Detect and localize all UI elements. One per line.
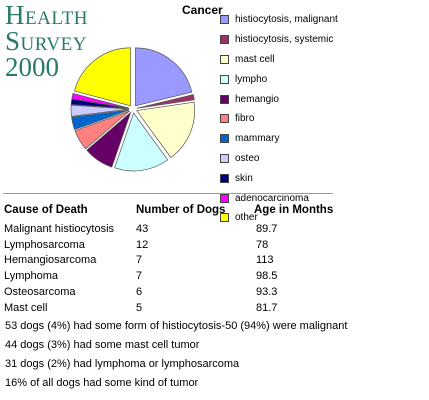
pie-slice-fibro [74, 110, 130, 150]
cell-cause: Lymphoma [4, 270, 59, 283]
chart-title: Cancer [182, 3, 223, 17]
cell-cause: Malignant histiocytosis [4, 222, 115, 235]
legend-swatch [220, 114, 229, 124]
legend-item: mammary [220, 129, 425, 149]
table-row: Osteosarcoma 6 93.3 [4, 284, 346, 300]
table-row: Lymphosarcoma 12 78 [4, 237, 346, 253]
pie-slice-hemangio [86, 111, 132, 168]
title-line-2: 2000 [5, 52, 59, 82]
cell-age: 113 [256, 254, 274, 267]
note-line: 31 dogs (2%) had lymphoma or lymphosarco… [5, 358, 240, 370]
legend-label: histiocytosis, systemic [235, 34, 334, 46]
legend-label: fibro [235, 113, 255, 125]
legend-label: hemangio [235, 93, 279, 105]
cell-number: 6 [136, 286, 143, 299]
note-line: 16% of all dogs had some kind of tumor [5, 377, 199, 389]
legend-swatch [220, 35, 229, 45]
table-row: Hemangiosarcoma 7 113 [4, 253, 346, 269]
legend-label: adenocarcinoma [235, 192, 309, 204]
legend-label: mast cell [235, 53, 275, 65]
legend-item: other [220, 208, 425, 228]
cell-number: 43 [136, 222, 149, 235]
pie-slice-osteo [70, 104, 130, 117]
legend-label: osteo [235, 152, 260, 164]
cell-cause: Lymphosarcoma [4, 238, 85, 251]
legend-item: mast cell [220, 50, 425, 70]
pie-slice-mast-cell [136, 101, 195, 158]
chart-legend: histiocytosis, malignant histiocytosis, s… [220, 10, 425, 228]
page-title: Health Survey 2000 [5, 0, 175, 82]
cell-age: 89.7 [256, 222, 278, 235]
legend-item: skin [220, 168, 425, 188]
legend-swatch [220, 134, 229, 144]
legend-swatch [220, 153, 229, 163]
cell-cause: Mast cell [4, 301, 48, 314]
legend-label: lympho [235, 73, 268, 85]
cell-age: 78 [256, 238, 269, 251]
cause-of-death-table: Cause of Death Number of Dogs Age in Mon… [4, 199, 346, 316]
cell-age: 98.5 [256, 270, 278, 283]
cell-number: 5 [136, 301, 143, 314]
title-line-1: Health Survey [5, 0, 89, 56]
legend-label: mammary [235, 133, 280, 145]
table-row: Lymphoma 7 98.5 [4, 268, 346, 284]
cell-number: 12 [136, 238, 149, 251]
header-number: Number of Dogs [136, 204, 226, 216]
note-line: 53 dogs (4%) had some form of histiocyto… [5, 320, 348, 332]
legend-item: osteo [220, 149, 425, 169]
divider [3, 193, 333, 194]
table-row: Malignant histiocytosis 43 89.7 [4, 221, 346, 237]
legend-item: histiocytosis, malignant [220, 10, 425, 30]
cell-cause: Hemangiosarcoma [4, 254, 97, 267]
legend-swatch [220, 193, 229, 203]
legend-swatch [220, 173, 229, 183]
table-row: Mast cell 5 81.7 [4, 300, 346, 316]
cell-number: 7 [136, 270, 143, 283]
legend-swatch [220, 213, 229, 223]
legend-label: other [235, 212, 258, 224]
legend-label: histiocytosis, malignant [235, 14, 338, 26]
legend-swatch [220, 74, 229, 84]
header-age: Age in Months [254, 204, 334, 216]
pie-slice-histiocytosis-malignant [135, 47, 193, 107]
legend-item: fibro [220, 109, 425, 129]
legend-swatch [220, 54, 229, 64]
legend-label: skin [235, 172, 253, 184]
legend-item: hemangio [220, 89, 425, 109]
cell-age: 81.7 [256, 301, 278, 314]
pie-slice-mammary [71, 109, 130, 131]
pie-slice-other [74, 47, 131, 107]
legend-swatch [220, 94, 229, 104]
pie-slice-lympho [114, 112, 169, 172]
cell-age: 93.3 [256, 286, 278, 299]
table-header-row: Cause of Death Number of Dogs Age in Mon… [4, 199, 346, 221]
legend-item: histiocytosis, systemic [220, 30, 425, 50]
pie-slice-skin [70, 98, 130, 109]
notes: 53 dogs (4%) had some form of histiocyto… [5, 317, 347, 393]
note-line: 44 dogs (3%) had some mast cell tumor [5, 339, 200, 351]
pie-slice-adenocarcinoma [71, 92, 130, 109]
header-cause: Cause of Death [4, 204, 88, 216]
cell-cause: Osteosarcoma [4, 286, 76, 299]
pie-chart [70, 47, 195, 172]
legend-swatch [220, 15, 229, 25]
legend-item: lympho [220, 69, 425, 89]
cell-number: 7 [136, 254, 143, 267]
pie-slice-histiocytosis-systemic [136, 94, 195, 109]
legend-item: adenocarcinoma [220, 188, 425, 208]
